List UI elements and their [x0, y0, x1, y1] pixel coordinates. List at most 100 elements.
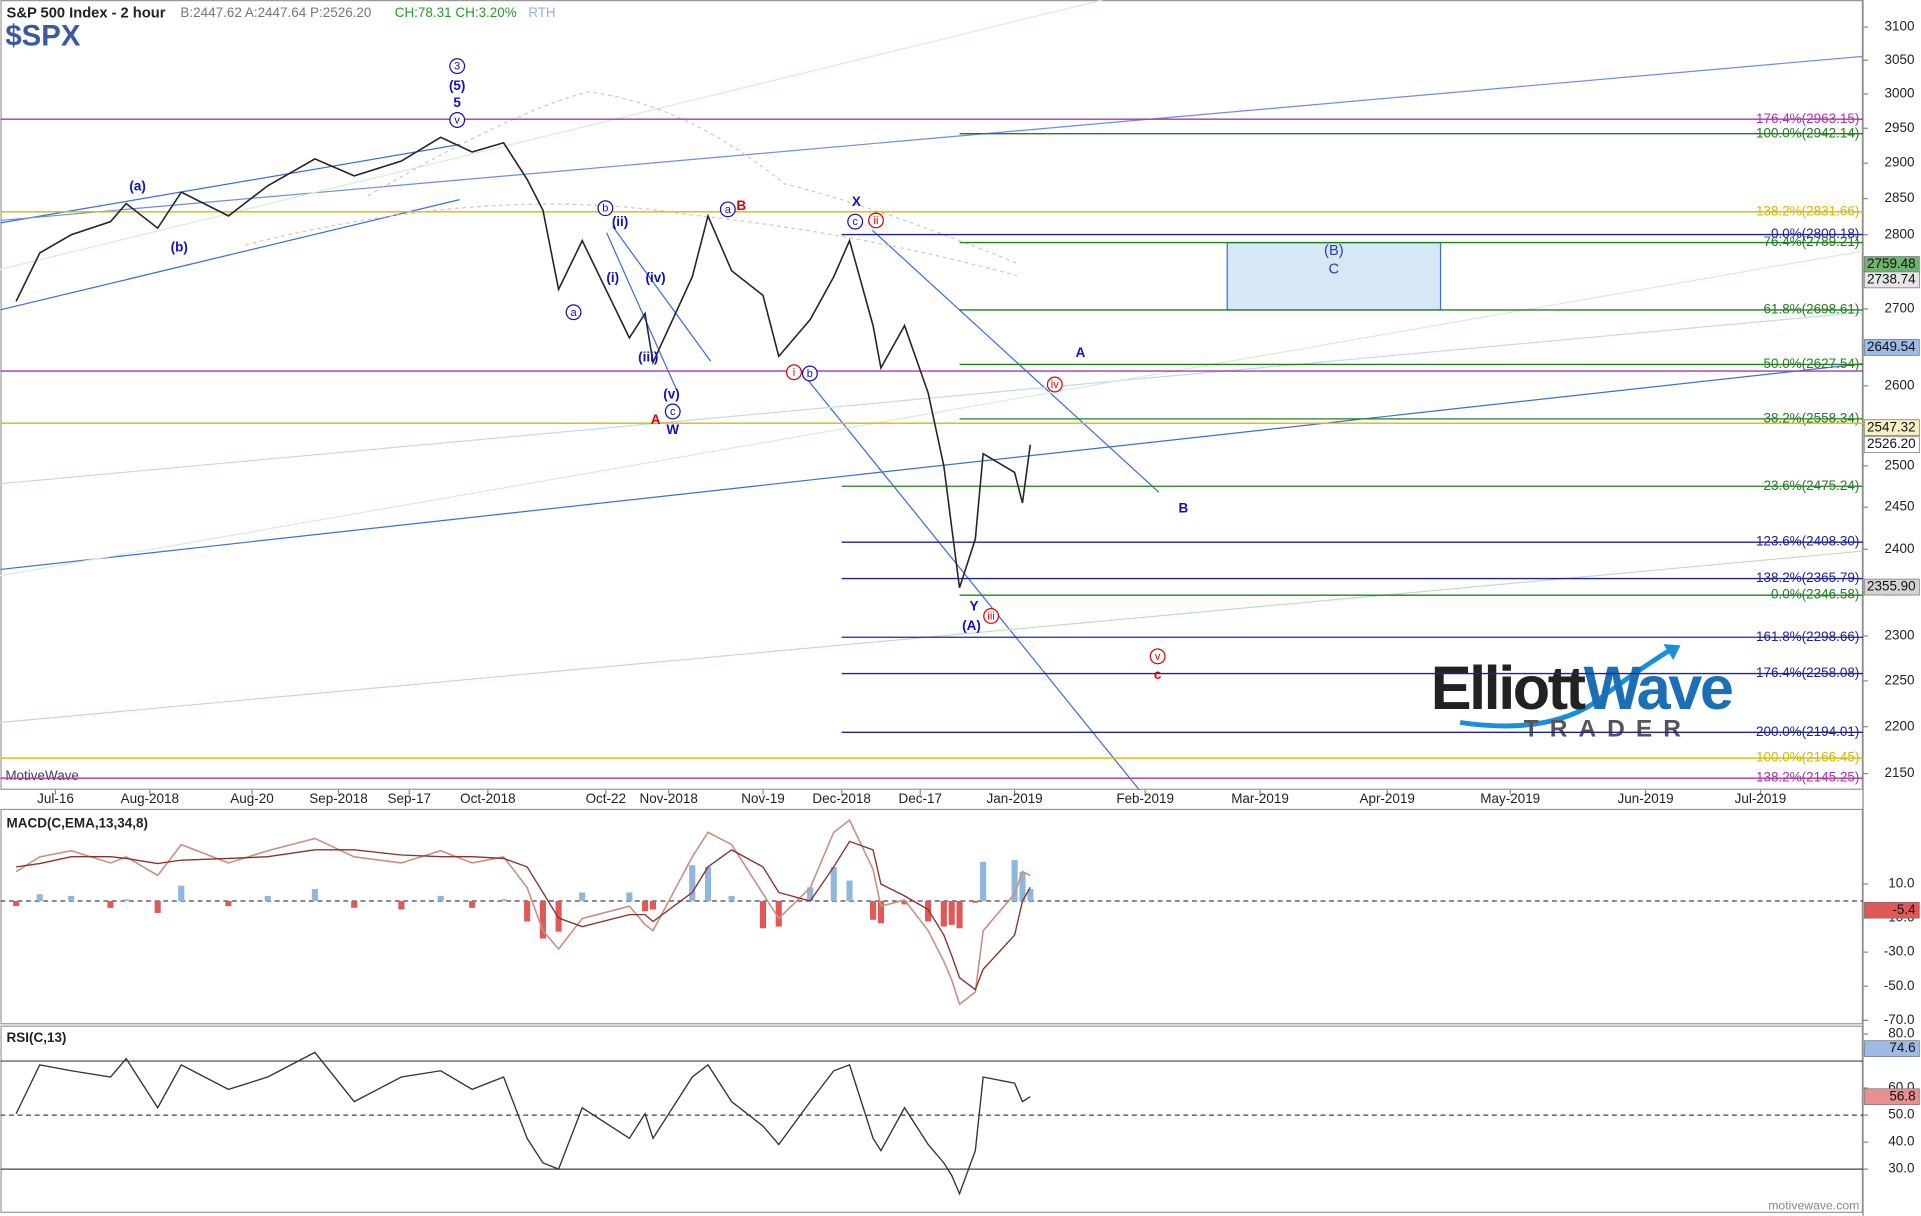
y-tick-label: 2800	[1884, 226, 1914, 241]
histogram-bar	[225, 901, 232, 907]
y-tick-label: 3100	[1884, 19, 1914, 34]
histogram-bar	[13, 901, 20, 907]
y-tick-label: 2500	[1884, 458, 1914, 473]
y-tick-label: 2850	[1884, 190, 1914, 205]
x-tick-label: May-2019	[1480, 791, 1540, 806]
box-label: (B)	[1324, 243, 1344, 259]
histogram-bar	[940, 901, 947, 927]
wave-label: iii	[987, 610, 994, 622]
wave-circle	[1046, 376, 1063, 393]
logo-arrow	[1663, 644, 1681, 661]
fib-level-label: 38.2%(2558.34)	[1763, 410, 1859, 425]
x-tick-label: Aug-2018	[121, 791, 179, 806]
y-tick-label: 2600	[1884, 377, 1914, 392]
histogram-bar	[351, 901, 358, 908]
wave-circle	[719, 201, 736, 218]
wave-label: (b)	[171, 240, 188, 255]
histogram-bar	[775, 901, 782, 927]
wave-label: (A)	[962, 618, 981, 633]
panel-title: RSI(C,13)	[7, 1030, 67, 1045]
session: RTH	[528, 5, 555, 20]
x-tick-label: Jul-16	[37, 791, 74, 806]
trendline	[0, 143, 460, 224]
wave-label: W	[666, 422, 679, 437]
y-tick-label: 3000	[1884, 86, 1914, 101]
y-tick-label: 2450	[1884, 499, 1914, 514]
histogram-bar	[107, 901, 114, 908]
histogram-bar	[626, 892, 633, 902]
trendline	[0, 0, 1103, 271]
wave-circle	[597, 200, 614, 217]
wave-label: A	[1076, 345, 1086, 360]
wave-label: B	[1179, 500, 1189, 515]
y-tick-label: 80.0	[1888, 1026, 1914, 1041]
wave-label: b	[807, 368, 813, 380]
x-tick-label: Jun-2019	[1618, 791, 1674, 806]
fib-level-label: 138.2%(2831.66)	[1756, 203, 1859, 218]
y-tick-label: 2300	[1884, 628, 1914, 643]
histogram-bar	[870, 901, 877, 920]
wave-label: ii	[874, 215, 879, 227]
panel-title: MACD(C,EMA,13,34,8)	[7, 816, 148, 831]
x-tick-label: Nov-19	[741, 791, 784, 806]
trendline	[802, 373, 1140, 791]
histogram-bar	[877, 901, 885, 924]
y-tick-label: 30.0	[1888, 1161, 1914, 1176]
wave-circle	[868, 212, 884, 229]
histogram-bar	[830, 866, 837, 902]
histogram-bar	[948, 901, 955, 925]
trendline	[612, 226, 712, 362]
trendline	[871, 229, 1160, 493]
histogram-bar	[469, 901, 476, 908]
wave-label: (i)	[606, 270, 619, 285]
wave-label: b	[602, 203, 608, 215]
y-tick-label: 2250	[1884, 672, 1914, 687]
wave-label: (5)	[449, 78, 465, 93]
fib-level-label: 50.0%(2627.54)	[1763, 356, 1859, 371]
histogram-bar	[123, 899, 130, 902]
x-tick-label: Feb-2019	[1116, 791, 1174, 806]
histogram-bar	[178, 885, 185, 902]
histogram-bar	[539, 901, 546, 939]
wave-label: v	[1155, 651, 1161, 663]
fib-level-label: 176.4%(2258.08)	[1756, 665, 1859, 680]
trendline	[606, 232, 677, 390]
histogram-bar	[555, 901, 562, 932]
signal-line	[16, 840, 1031, 991]
x-tick-label: Jul-2019	[1735, 791, 1787, 806]
histogram-bar	[398, 901, 405, 910]
rsi-line	[15, 1051, 1031, 1196]
price-tag-label: 56.8	[1889, 1088, 1915, 1103]
trendline	[0, 311, 1864, 485]
trendline	[0, 199, 460, 311]
histogram-bar	[925, 901, 932, 922]
price-tag	[1863, 419, 1920, 437]
fib-level-label: 100.0%(2166.45)	[1756, 750, 1859, 765]
wave-label: (iii)	[638, 350, 658, 365]
watermark: MotiveWave	[5, 768, 79, 783]
macd-line	[15, 818, 1031, 1006]
fib-level-label: 76.4%(2789.21)	[1763, 234, 1859, 249]
quote: B:2447.62 A:2447.64 P:2526.20	[180, 5, 371, 20]
price-tag	[1863, 578, 1920, 596]
histogram-bar	[36, 894, 43, 902]
logo-elliott: Elliott	[1431, 654, 1586, 722]
histogram-bar	[437, 895, 444, 902]
wave-label: c	[1154, 667, 1162, 682]
wave-circle	[785, 364, 802, 381]
y-tick-label: -70.0	[1884, 1012, 1915, 1027]
histogram-bar	[524, 901, 531, 922]
wave-circle	[449, 58, 466, 75]
histogram-bar	[980, 861, 987, 902]
y-tick-label: 3050	[1884, 52, 1914, 67]
histogram-bar	[901, 901, 908, 905]
wave-label: a	[725, 204, 732, 216]
price-tag-label: 2649.54	[1867, 339, 1916, 354]
fib-level-label: 161.8%(2298.66)	[1756, 629, 1859, 644]
price-tag-label: 2526.20	[1867, 436, 1916, 451]
wave-label: v	[454, 115, 460, 127]
histogram-bar	[311, 889, 318, 902]
x-tick-label: Oct-2018	[460, 791, 515, 806]
x-tick-label: Dec-17	[899, 791, 942, 806]
